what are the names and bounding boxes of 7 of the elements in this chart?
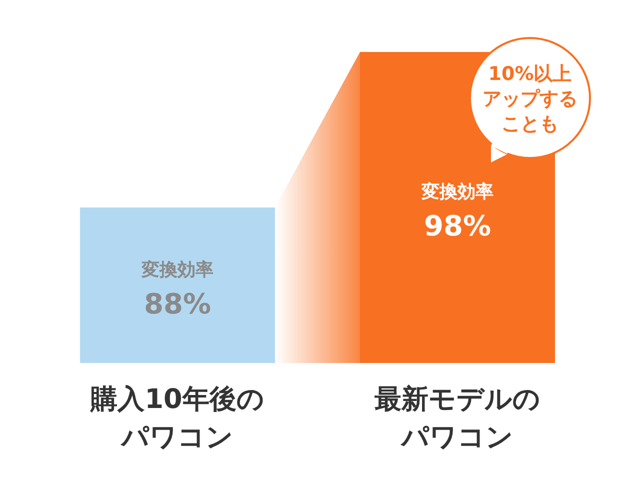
data-label: 88%: [144, 287, 212, 320]
annotation: 変換効率: [140, 259, 214, 280]
data-label: 98%: [424, 210, 492, 242]
x-tick-label: 最新モデルのパワコン: [374, 384, 540, 453]
annotation: 変換効率: [420, 182, 494, 202]
annotation: 10%以上アップすることも: [482, 63, 578, 135]
x-tick-label: 購入10年後のパワコン: [90, 384, 264, 453]
